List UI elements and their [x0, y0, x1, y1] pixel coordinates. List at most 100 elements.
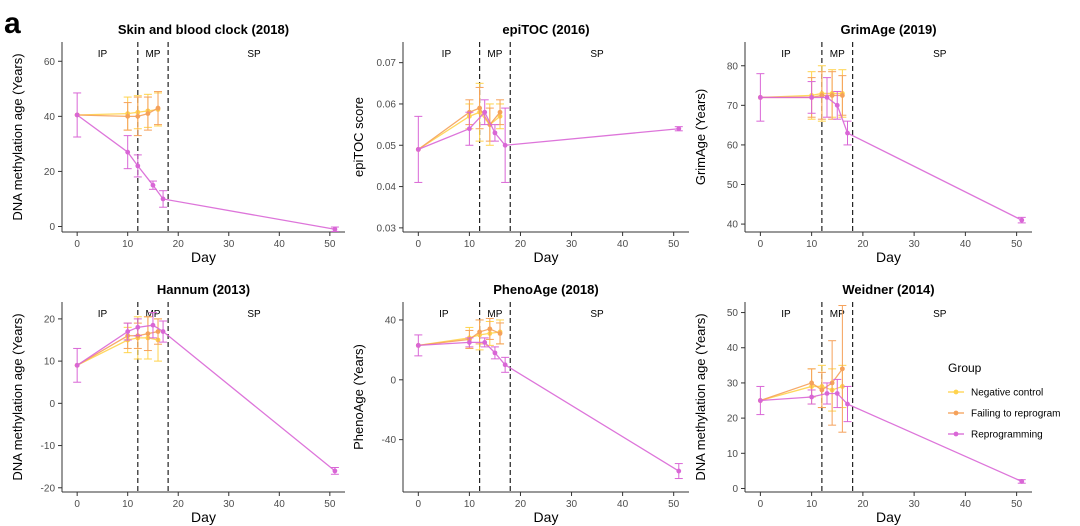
data-point [332, 226, 338, 232]
y-tick-label: 60 [44, 57, 56, 68]
data-point [497, 109, 503, 115]
data-point [492, 130, 498, 136]
chart-skin-and-blood-clock-2018: Skin and blood clock (2018) 0 10 20 30 40 50 0 2… [10, 22, 345, 265]
y-tick-label: 0.03 [377, 223, 397, 234]
panel-letter: a [4, 7, 21, 40]
x-axis-label: Day [534, 509, 559, 525]
x-tick-label: 40 [274, 499, 286, 510]
y-axis-label: DNA methylation age (Years) [10, 313, 25, 480]
y-tick-label: 0.05 [377, 141, 397, 152]
x-tick-label: 0 [74, 499, 80, 510]
x-tick-label: 0 [758, 239, 764, 250]
x-tick-label: 0 [416, 499, 422, 510]
x-tick-label: 10 [464, 499, 476, 510]
data-point [839, 93, 845, 98]
data-point [834, 102, 840, 108]
series-reprogramming [756, 73, 1026, 224]
data-point [1019, 217, 1025, 223]
data-point [415, 342, 421, 348]
chart-title: GrimAge (2019) [840, 22, 936, 37]
data-point [125, 149, 131, 155]
chart-title: Skin and blood clock (2018) [118, 22, 289, 37]
chart-title: epiTOC (2016) [502, 22, 589, 37]
y-tick-label: 50 [727, 308, 739, 319]
phase-label-ip: IP [98, 49, 108, 60]
x-tick-label: 50 [1011, 239, 1023, 250]
data-point [487, 326, 493, 332]
phase-label-mp: MP [830, 49, 845, 60]
phase-label-sp: SP [590, 49, 604, 60]
data-point [824, 391, 830, 396]
data-point [145, 331, 151, 337]
legend-swatch-point [953, 431, 959, 437]
data-point [160, 329, 166, 334]
legend: Group Negative control Failing to reprogra… [948, 361, 1060, 441]
x-tick-label: 50 [324, 239, 336, 250]
series-negative-control [757, 364, 847, 412]
legend-label: Negative control [971, 388, 1043, 399]
data-point [829, 93, 835, 98]
data-point [135, 163, 141, 169]
x-tick-label: 30 [223, 499, 235, 510]
y-tick-label: 0.07 [377, 58, 397, 69]
chart-weidner-2014: Weidner (2014) 0 10 20 30 40 50 0 10 20 30 40 50 Day D… [693, 282, 1032, 525]
y-tick-label: -20 [41, 483, 56, 494]
data-point [757, 398, 763, 403]
chart-phenoage-2018: PhenoAge (2018) 0 10 20 30 40 50 -40 0 40 Day Pheno… [351, 282, 689, 525]
x-tick-label: 10 [122, 499, 134, 510]
legend-label: Failing to reprogram [971, 409, 1060, 420]
series-reprogramming [73, 312, 339, 475]
data-point [482, 339, 488, 345]
x-tick-label: 50 [668, 239, 680, 250]
data-point [824, 95, 830, 100]
x-axis-label: Day [876, 249, 901, 265]
x-tick-label: 20 [173, 239, 185, 250]
legend-swatch-point [953, 410, 959, 416]
data-point [74, 362, 80, 368]
data-point [492, 350, 498, 356]
data-point [155, 329, 161, 334]
y-tick-label: 40 [727, 220, 739, 231]
phase-label-mp: MP [830, 309, 845, 320]
y-tick-label: 80 [727, 61, 739, 72]
y-tick-label: 40 [385, 315, 397, 326]
x-tick-label: 40 [274, 239, 286, 250]
x-axis-label: Day [191, 249, 216, 265]
x-tick-label: 30 [909, 239, 921, 250]
data-point [502, 362, 508, 368]
x-tick-label: 50 [1011, 499, 1023, 510]
legend-item-negative-control: Negative control [948, 388, 1043, 399]
series-line [76, 114, 336, 230]
chart-grimage-2019: GrimAge (2019) 0 10 20 30 40 50 40 50 60 70 80 Day Gr… [693, 22, 1032, 265]
phase-label-ip: IP [98, 309, 108, 320]
y-tick-label: 30 [727, 378, 739, 389]
series-failing-to-reprogram [74, 91, 163, 137]
data-point [819, 387, 825, 393]
data-point [839, 366, 845, 372]
y-tick-label: 0 [49, 222, 55, 233]
y-tick-label: 40 [727, 343, 739, 354]
chart-title: Weidner (2014) [842, 282, 934, 297]
data-point [125, 329, 131, 334]
series-line [760, 392, 1023, 483]
x-tick-label: 30 [566, 499, 578, 510]
series-failing-to-reprogram [415, 86, 505, 152]
x-tick-label: 40 [617, 239, 629, 250]
y-tick-label: 10 [44, 357, 56, 368]
data-point [135, 113, 141, 119]
y-axis-label: GrimAge (Years) [693, 89, 708, 185]
phase-label-ip: IP [439, 309, 449, 320]
x-tick-label: 40 [960, 499, 972, 510]
data-point [497, 331, 503, 336]
data-point [834, 391, 840, 396]
y-tick-label: 20 [44, 314, 56, 325]
data-point [145, 111, 151, 116]
data-point [757, 95, 763, 100]
y-tick-label: 40 [44, 112, 56, 123]
x-tick-label: 40 [960, 239, 972, 250]
data-point [809, 95, 815, 100]
x-tick-label: 20 [857, 239, 869, 250]
x-tick-label: 10 [806, 499, 818, 510]
series-failing-to-reprogram [757, 305, 847, 433]
